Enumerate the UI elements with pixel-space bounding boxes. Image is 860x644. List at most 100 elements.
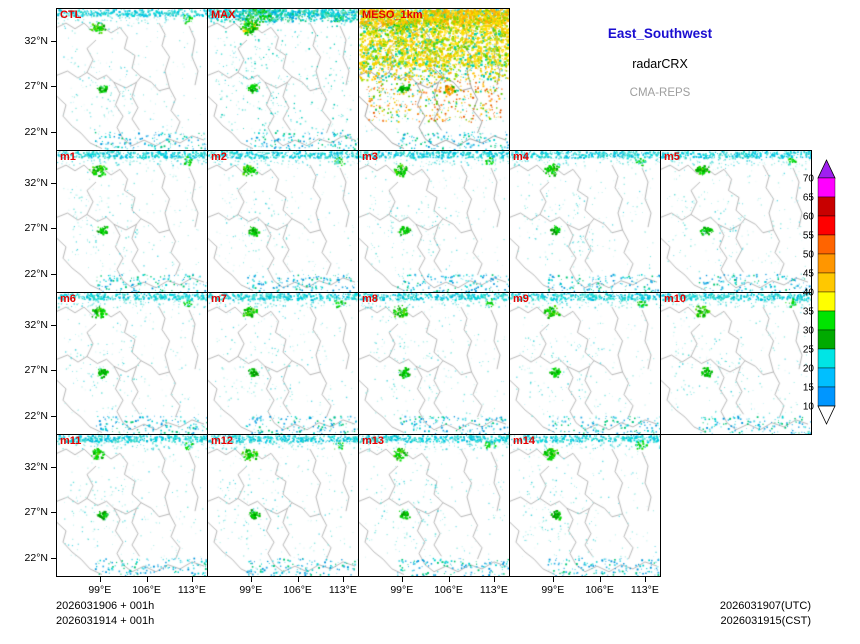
colorbar-arrow-top — [817, 159, 836, 179]
colorbar-value-label: 60 — [803, 212, 815, 223]
model-title: CMA-REPS — [629, 87, 691, 99]
x-axis-label: 113°E — [177, 584, 206, 596]
y-axis-tick — [51, 86, 56, 88]
y-axis-tick — [51, 228, 56, 230]
colorbar-segment-4 — [817, 253, 836, 274]
footer-right: 2026031907(UTC) 2026031915(CST) — [720, 599, 811, 629]
x-axis-tick — [493, 577, 495, 582]
y-axis-label: 22°N — [24, 125, 48, 138]
panel-label-m12: m12 — [211, 435, 234, 447]
y-axis-label: 32°N — [24, 460, 48, 473]
y-axis-label: 27°N — [24, 506, 48, 519]
footer-left: 2026031906 + 001h 2026031914 + 001h — [56, 599, 154, 629]
panel-m8: m8 — [358, 292, 510, 435]
map-canvas-m3 — [359, 151, 509, 292]
map-canvas-m10 — [661, 293, 811, 434]
y-axis-tick — [51, 182, 56, 184]
y-axis-label: 32°N — [24, 176, 48, 189]
panel-m3: m3 — [358, 150, 510, 293]
colorbar-segment-2 — [817, 215, 836, 236]
x-axis-tick — [401, 577, 403, 582]
map-canvas-m5 — [661, 151, 811, 292]
panel-m14: m14 — [509, 434, 661, 577]
map-canvas-m1 — [57, 151, 207, 292]
map-canvas-m12 — [208, 435, 358, 576]
product-title: radarCRX — [632, 57, 688, 71]
x-axis-tick — [250, 577, 252, 582]
map-canvas-m9 — [510, 293, 660, 434]
x-axis-label: 106°E — [585, 584, 614, 596]
valid-time-utc: 2026031907(UTC) — [719, 600, 811, 612]
y-axis-label: 27°N — [24, 80, 48, 93]
panel-m5: m5 — [660, 150, 812, 293]
colorbar-value-label: 15 — [803, 383, 815, 394]
x-axis-tick — [644, 577, 646, 582]
panel-label-m7: m7 — [211, 293, 227, 305]
x-axis-label: 99°E — [390, 584, 414, 596]
panel-m9: m9 — [509, 292, 661, 435]
x-axis-label: 99°E — [239, 584, 263, 596]
colorbar-value-label: 65 — [803, 193, 815, 204]
colorbar-arrow-bottom — [817, 405, 836, 425]
x-axis-label: 99°E — [541, 584, 565, 596]
colorbar-value-label: 10 — [803, 402, 815, 413]
colorbar-value-label: 70 — [803, 174, 815, 185]
colorbar-value-label: 55 — [803, 231, 815, 242]
panel-m13: m13 — [358, 434, 510, 577]
y-axis-label: 27°N — [24, 364, 48, 377]
y-axis-label: 32°N — [24, 318, 48, 331]
colorbar-value-label: 30 — [803, 326, 815, 337]
panel-label-CTL: CTL — [60, 9, 82, 21]
panel-label-MAX: MAX — [211, 9, 236, 21]
x-axis-label: 113°E — [479, 584, 508, 596]
y-axis-label: 22°N — [24, 551, 48, 564]
panel-MAX: MAX — [207, 8, 359, 151]
map-canvas-CTL — [57, 9, 207, 150]
panel-label-m14: m14 — [513, 435, 536, 447]
map-canvas-MAX — [208, 9, 358, 150]
y-axis-tick — [51, 273, 56, 275]
x-axis-tick — [99, 577, 101, 582]
panel-label-m1: m1 — [60, 151, 76, 163]
x-axis-tick — [191, 577, 193, 582]
map-canvas-m4 — [510, 151, 660, 292]
colorbar-segment-9 — [817, 348, 836, 369]
y-axis-tick — [51, 370, 56, 372]
x-axis-label: 106°E — [283, 584, 312, 596]
x-axis-label: 99°E — [88, 584, 112, 596]
y-axis-tick — [51, 557, 56, 559]
x-axis-tick — [448, 577, 450, 582]
panel-label-m6: m6 — [60, 293, 76, 305]
init-time-line2: 2026031914 + 001h — [56, 615, 155, 627]
title-block: East_Southwest radarCRX CMA-REPS — [520, 26, 800, 99]
region-title: East_Southwest — [607, 26, 713, 41]
x-axis-label: 113°E — [328, 584, 357, 596]
y-axis-tick — [51, 512, 56, 514]
panel-label-m10: m10 — [664, 293, 687, 305]
colorbar-segment-1 — [817, 196, 836, 217]
valid-time-cst: 2026031915(CST) — [720, 615, 811, 627]
panel-label-m2: m2 — [211, 151, 227, 163]
panel-m2: m2 — [207, 150, 359, 293]
colorbar-segment-6 — [817, 291, 836, 312]
x-axis-tick — [146, 577, 148, 582]
x-axis-label: 113°E — [630, 584, 659, 596]
panel-label-m4: m4 — [513, 151, 529, 163]
init-time-line1: 2026031906 + 001h — [56, 600, 155, 612]
panel-m4: m4 — [509, 150, 661, 293]
y-axis-label: 27°N — [24, 222, 48, 235]
y-axis-label: 22°N — [24, 267, 48, 280]
colorbar: 70 65 60 55 50 45 40 35 30 25 20 15 10 — [803, 159, 836, 425]
map-canvas-m11 — [57, 435, 207, 576]
colorbar-segment-0 — [817, 177, 836, 198]
y-axis-tick — [51, 415, 56, 417]
panel-m6: m6 — [56, 292, 208, 435]
colorbar-segment-11 — [817, 386, 836, 407]
y-axis-tick — [51, 466, 56, 468]
panel-label-m9: m9 — [513, 293, 529, 305]
y-axis-tick — [51, 131, 56, 133]
map-canvas-m13 — [359, 435, 509, 576]
colorbar-segment-10 — [817, 367, 836, 388]
y-axis-tick — [51, 40, 56, 42]
colorbar-value-label: 50 — [803, 250, 815, 261]
